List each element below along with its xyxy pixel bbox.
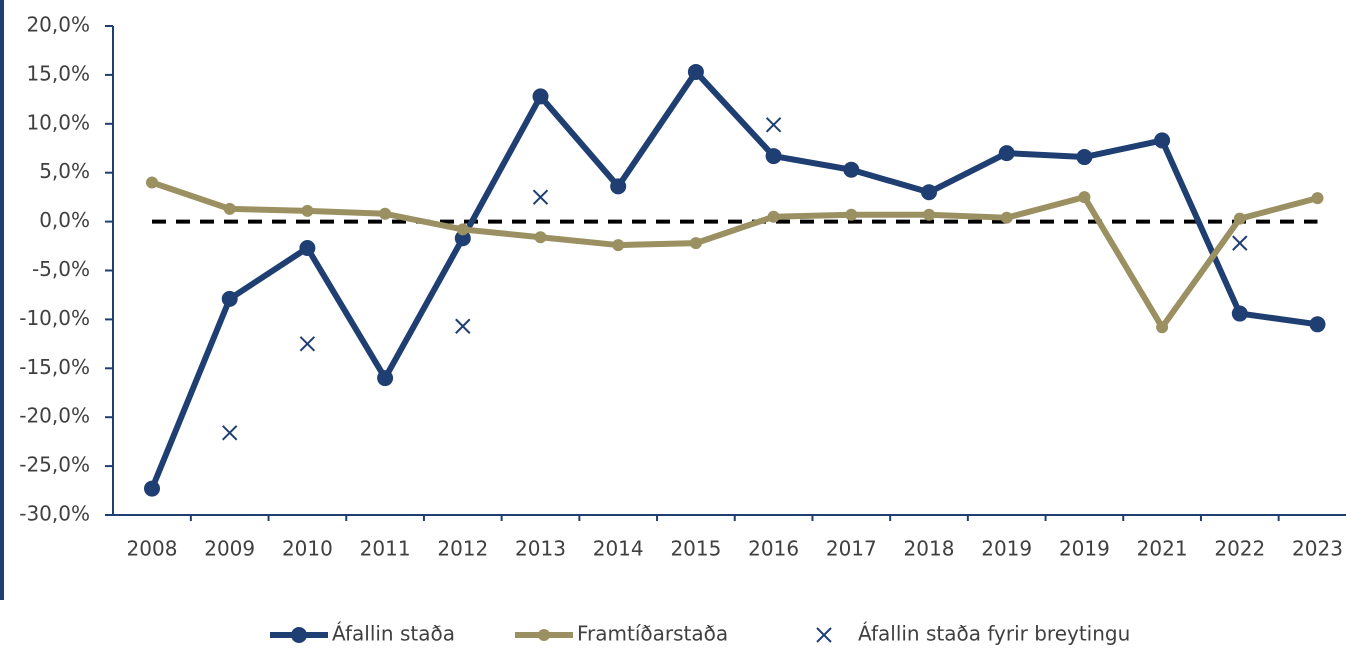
legend-marker — [816, 627, 832, 643]
x-tick-label: 2014 — [593, 537, 644, 561]
point — [923, 208, 935, 221]
point — [1076, 149, 1093, 166]
x-tick-label: 2018 — [904, 537, 955, 561]
y-tick-label: -30,0% — [19, 502, 90, 526]
x-tick-label: 2017 — [826, 537, 877, 561]
x-tick-label: 2022 — [1214, 537, 1265, 561]
series-line — [149, 68, 1318, 490]
y-tick-label: 20,0% — [26, 13, 90, 37]
cross-stroke — [532, 189, 549, 205]
point — [299, 240, 316, 257]
point — [1000, 211, 1013, 224]
point — [534, 231, 547, 244]
x-tick-label: 2012 — [437, 537, 488, 561]
point — [1233, 212, 1246, 225]
point — [1078, 191, 1091, 204]
cross-marker — [455, 318, 471, 334]
point — [610, 178, 627, 195]
y-tick-label: -10,0% — [19, 306, 90, 330]
y-tick-label: 10,0% — [26, 110, 90, 134]
point — [1154, 132, 1171, 149]
cross-stroke — [765, 117, 782, 133]
point — [456, 223, 469, 236]
y-tick-label: -15,0% — [19, 355, 90, 379]
point — [765, 148, 782, 165]
x-tick-label: 2023 — [1292, 537, 1343, 561]
point — [843, 161, 860, 178]
point — [377, 370, 394, 387]
legend-label: Áfallin staða — [332, 622, 455, 646]
y-tick-label: 15,0% — [26, 61, 90, 85]
cross-stroke — [299, 336, 316, 352]
cross-marker — [532, 189, 549, 205]
point — [146, 176, 158, 189]
point — [379, 207, 392, 220]
point — [1156, 321, 1169, 334]
legend-point — [291, 627, 307, 643]
point — [1309, 316, 1326, 333]
cross-stroke — [1232, 235, 1248, 251]
series-line — [151, 179, 1319, 331]
cross-marker — [221, 425, 238, 441]
x-tick-label: 2016 — [748, 537, 799, 561]
point — [998, 145, 1015, 162]
point — [454, 230, 471, 247]
point — [689, 237, 702, 250]
x-tick-label: 2021 — [1137, 537, 1188, 561]
point — [1231, 305, 1248, 322]
y-tick-label: 5,0% — [39, 159, 90, 183]
y-tick-label: -5,0% — [32, 257, 90, 281]
point — [845, 208, 858, 221]
point — [144, 480, 160, 497]
cross-marker — [1232, 235, 1248, 251]
legend-label: Áfallin staða fyrir breytingu — [858, 622, 1130, 646]
x-tick-label: 2019 — [1059, 537, 1110, 561]
x-tick-label: 2019 — [981, 537, 1032, 561]
y-tick-label: 0,0% — [39, 208, 90, 232]
point — [223, 202, 236, 215]
legend-point — [538, 629, 550, 641]
point — [767, 210, 780, 223]
cross-stroke — [221, 425, 238, 441]
x-tick-label: 2009 — [204, 537, 255, 561]
legend-label: Framtíðarstaða — [577, 622, 728, 646]
point — [687, 63, 704, 80]
x-tick-label: 2008 — [127, 537, 178, 561]
point — [301, 204, 314, 217]
y-tick-label: -25,0% — [19, 453, 90, 477]
cross-marker — [765, 117, 782, 133]
point — [532, 88, 549, 105]
page-border — [0, 0, 4, 600]
cross-stroke — [816, 627, 832, 643]
x-tick-label: 2015 — [670, 537, 721, 561]
y-tick-label: -20,0% — [19, 404, 90, 428]
cross-stroke — [455, 318, 471, 334]
point — [921, 184, 937, 201]
x-tick-label: 2013 — [515, 537, 566, 561]
point — [612, 239, 625, 252]
cross-marker — [299, 336, 316, 352]
x-tick-label: 2010 — [282, 537, 333, 561]
x-tick-label: 2011 — [360, 537, 411, 561]
point — [1311, 192, 1324, 205]
point — [221, 290, 238, 307]
